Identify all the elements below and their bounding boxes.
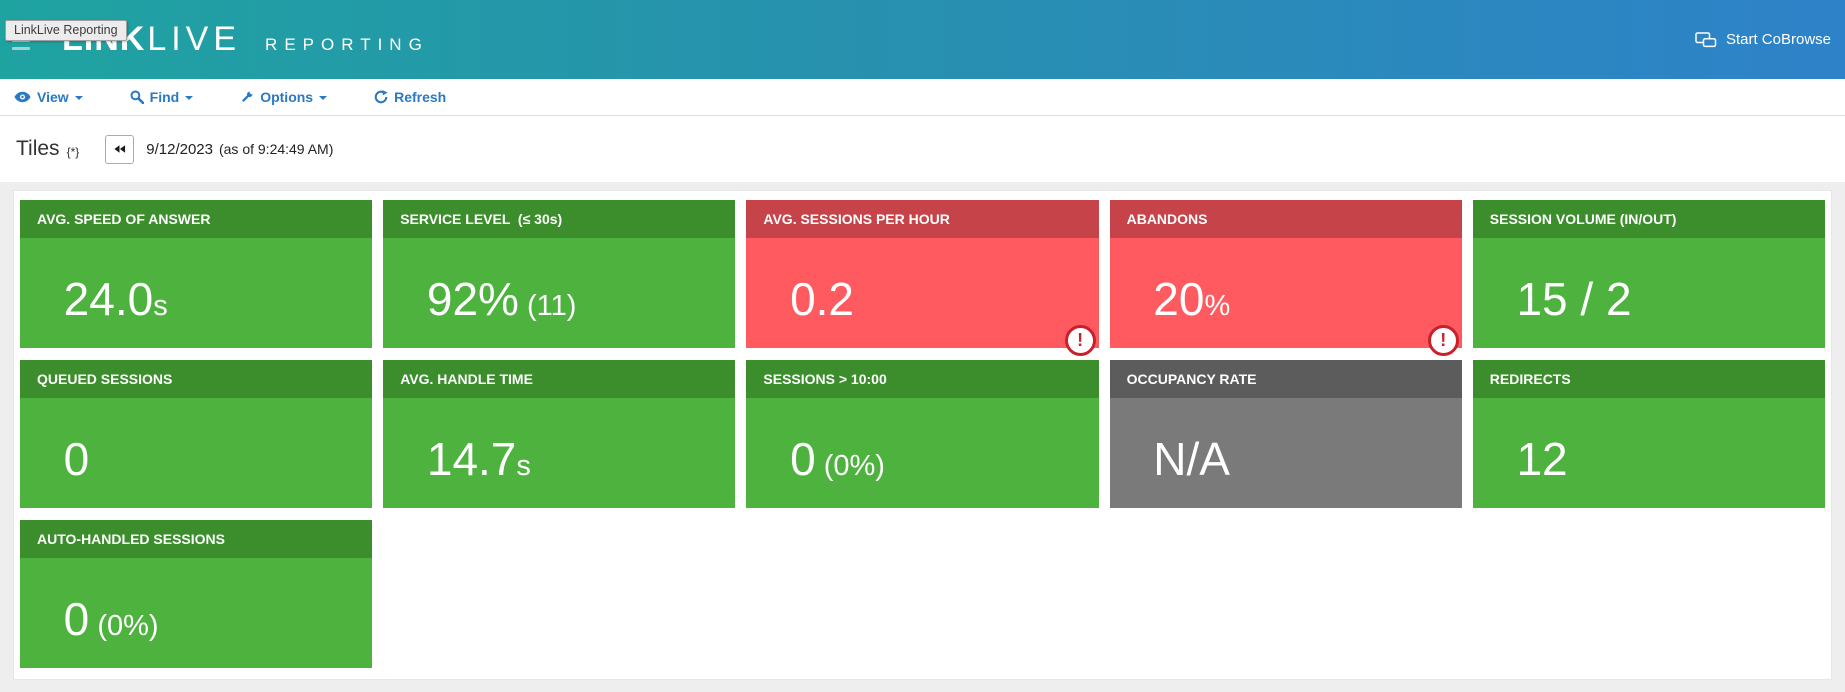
tile-value: N/A — [1153, 433, 1230, 485]
tiles-panel: AVG. SPEED OF ANSWER 24.0s SERVICE LEVEL… — [13, 190, 1832, 680]
tile-auto-handled-sessions: AUTO-HANDLED SESSIONS 0 (0%) — [20, 520, 373, 668]
tile-label: AVG. HANDLE TIME — [383, 360, 736, 398]
tile-label: SESSIONS > 10:00 — [746, 360, 1099, 398]
app-header: LinkLive Reporting LINK LIVE REPORTING S… — [0, 0, 1845, 79]
tooltip-text: LinkLive Reporting — [14, 23, 118, 37]
tile-avg-handle-time: AVG. HANDLE TIME 14.7s — [383, 360, 736, 508]
tile-value: 0 — [790, 433, 816, 485]
tile-value-suffix: s — [153, 290, 168, 322]
tile-service-level-30s: SERVICE LEVEL (≤ 30s) 92% (11) — [383, 200, 736, 348]
search-icon — [130, 90, 144, 104]
toolbar-item-refresh[interactable]: Refresh — [374, 89, 446, 105]
alert-icon: ! — [1427, 325, 1459, 356]
chevron-down-icon — [74, 95, 83, 100]
tile-abandons: ABANDONS 20% ! — [1109, 200, 1462, 356]
tile-value-suffix: s — [516, 450, 531, 482]
tile-label: SERVICE LEVEL (≤ 30s) — [383, 200, 736, 238]
tile-sessions-10-00: SESSIONS > 10:00 0 (0%) — [746, 360, 1099, 508]
report-date: 9/12/2023 — [146, 140, 213, 158]
tile-value: 15 / 2 — [1516, 273, 1632, 325]
start-cobrowse-label: Start CoBrowse — [1725, 31, 1831, 48]
tile-label: AVG. SPEED OF ANSWER — [20, 200, 373, 238]
tile-label: QUEUED SESSIONS — [20, 360, 373, 398]
tile-value-suffix: (0%) — [815, 450, 885, 482]
tile-value: 0 — [63, 433, 90, 485]
tile-avg-sessions-per-hour: AVG. SESSIONS PER HOUR 0.2 ! — [746, 200, 1099, 356]
cobrowse-screens-icon — [1695, 31, 1717, 47]
tile-value: 14.7 — [426, 433, 517, 485]
as-of-time: (as of 9:24:49 AM) — [218, 141, 334, 157]
date-back-button[interactable] — [105, 134, 135, 164]
tile-label: SESSION VOLUME (IN/OUT) — [1472, 200, 1825, 238]
wrench-icon — [242, 91, 254, 102]
rewind-icon — [114, 145, 126, 153]
tile-value: 92% — [426, 273, 519, 325]
tile-value: 20 — [1153, 273, 1205, 325]
tile-occupancy-rate: OCCUPANCY RATE N/A — [1109, 360, 1462, 508]
tooltip: LinkLive Reporting — [5, 20, 127, 41]
logo-reporting-text: REPORTING — [265, 35, 429, 54]
tile-value-suffix: % — [1204, 290, 1231, 322]
eye-icon — [14, 91, 31, 103]
tile-value-suffix: (0%) — [89, 610, 159, 642]
tile-label: REDIRECTS — [1472, 360, 1825, 398]
tile-label: OCCUPANCY RATE — [1109, 360, 1462, 398]
alert-icon: ! — [1064, 325, 1096, 356]
tile-label: AUTO-HANDLED SESSIONS — [20, 520, 373, 558]
logo-live-text: LIVE — [147, 20, 242, 58]
tiles-grid: AVG. SPEED OF ANSWER 24.0s SERVICE LEVEL… — [20, 200, 1825, 668]
refresh-icon — [374, 90, 388, 104]
tile-label: AVG. SESSIONS PER HOUR — [746, 200, 1099, 238]
tile-value: 12 — [1516, 433, 1568, 485]
tile-value: 24.0 — [63, 273, 154, 325]
start-cobrowse-button[interactable]: Start CoBrowse — [1695, 0, 1831, 79]
page-title-suffix: {*} — [66, 145, 80, 159]
toolbar: View Find Options Refresh — [0, 79, 1845, 116]
page-title: Tiles — [16, 137, 60, 160]
tile-value: 0 — [63, 593, 90, 645]
tile-redirects: REDIRECTS 12 — [1472, 360, 1825, 508]
tile-label: ABANDONS — [1109, 200, 1462, 238]
tile-value: 0.2 — [790, 273, 855, 325]
tile-avg-speed-of-answer: AVG. SPEED OF ANSWER 24.0s — [20, 200, 373, 348]
toolbar-item-options[interactable]: Options — [240, 89, 328, 105]
chevron-down-icon — [185, 95, 194, 100]
chevron-down-icon — [319, 95, 328, 100]
title-bar: Tiles {*} 9/12/2023 (as of 9:24:49 AM) — [0, 116, 1845, 182]
tile-queued-sessions: QUEUED SESSIONS 0 — [20, 360, 373, 508]
toolbar-item-view[interactable]: View — [14, 89, 83, 105]
tile-value-suffix: (11) — [518, 290, 577, 322]
tile-session-volume-in-out: SESSION VOLUME (IN/OUT) 15 / 2 — [1472, 200, 1825, 348]
toolbar-item-find[interactable]: Find — [130, 89, 194, 105]
